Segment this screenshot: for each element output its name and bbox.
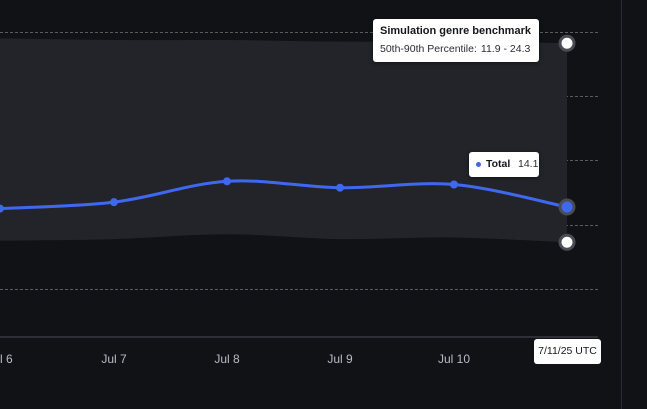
benchmark-band	[0, 38, 567, 243]
x-tick-label: Jul 6	[0, 352, 13, 366]
x-tick-label: Jul 9	[327, 352, 353, 366]
total-tooltip-value: 14.1	[518, 158, 539, 170]
total-series-line	[0, 179, 569, 211]
benchmark-tooltip-title: Simulation genre benchmark	[380, 25, 531, 37]
benchmark-range-value: 11.9 - 24.3	[480, 43, 531, 55]
panel-divider	[621, 0, 622, 409]
x-tick-label: Jul 7	[101, 352, 127, 366]
benchmark-upper-handle	[558, 34, 576, 52]
total-handle	[558, 198, 576, 216]
benchmark-tooltip-range: 50th-90th Percentile: 11.9 - 24.3	[380, 43, 530, 55]
data-point	[450, 180, 458, 189]
benchmark-tooltip: Simulation genre benchmark 50th-90th Per…	[373, 19, 539, 62]
total-tooltip-label: Total	[486, 158, 511, 170]
data-point	[0, 204, 4, 213]
x-tick-label: Jul 8	[214, 352, 240, 366]
data-point	[110, 198, 118, 207]
data-point	[336, 183, 344, 192]
x-tick-label: Jul 10	[438, 352, 470, 366]
date-tooltip: 7/11/25 UTC	[534, 339, 601, 364]
data-points	[0, 177, 458, 213]
x-tick-labels: Jul 6 Jul 7 Jul 8 Jul 9 Jul 10	[0, 352, 470, 366]
hover-handles	[558, 34, 576, 251]
benchmark-lower-handle	[558, 233, 576, 251]
benchmark-range-label: 50th-90th Percentile:	[380, 43, 477, 55]
total-tooltip: Total 14.1	[469, 152, 539, 177]
series-color-dot	[476, 162, 481, 167]
data-point	[223, 177, 231, 186]
